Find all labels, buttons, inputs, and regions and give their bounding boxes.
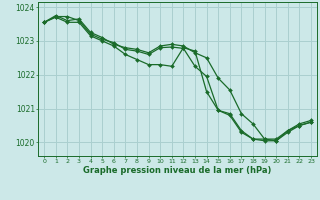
X-axis label: Graphe pression niveau de la mer (hPa): Graphe pression niveau de la mer (hPa) — [84, 166, 272, 175]
